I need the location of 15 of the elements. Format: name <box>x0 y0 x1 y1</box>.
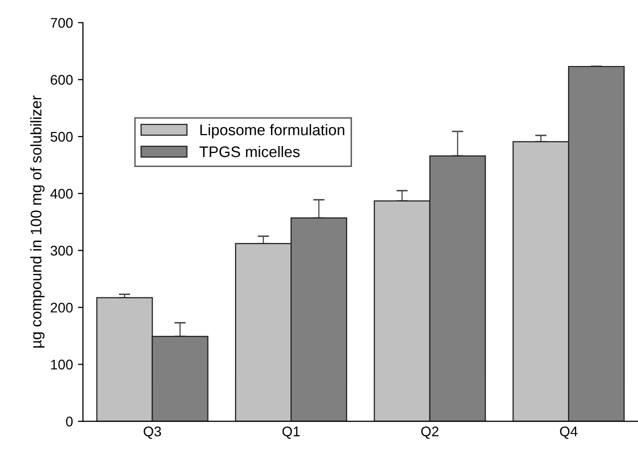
x-tick-label: Q4 <box>560 426 578 439</box>
y-tick-label: 300 <box>50 246 73 256</box>
y-tick-label: 200 <box>50 302 73 313</box>
y-tick-label: 600 <box>50 74 73 85</box>
legend-label: Liposome formulation <box>200 124 344 138</box>
legend-label: TPGS micelles <box>199 146 300 158</box>
y-tick-label: 500 <box>50 132 73 142</box>
x-tick-label: Q1 <box>282 426 300 439</box>
y-tick-label: 700 <box>50 18 73 28</box>
y-tick-label: 0 <box>66 416 73 426</box>
y-tick-label: 100 <box>51 360 73 370</box>
x-tick-label: Q3 <box>144 426 161 439</box>
y-tick-label: 400 <box>50 188 73 199</box>
y-axis-title: µg compound in 100 mg of solubilizer <box>30 96 44 348</box>
x-tick-label: Q2 <box>421 426 438 439</box>
